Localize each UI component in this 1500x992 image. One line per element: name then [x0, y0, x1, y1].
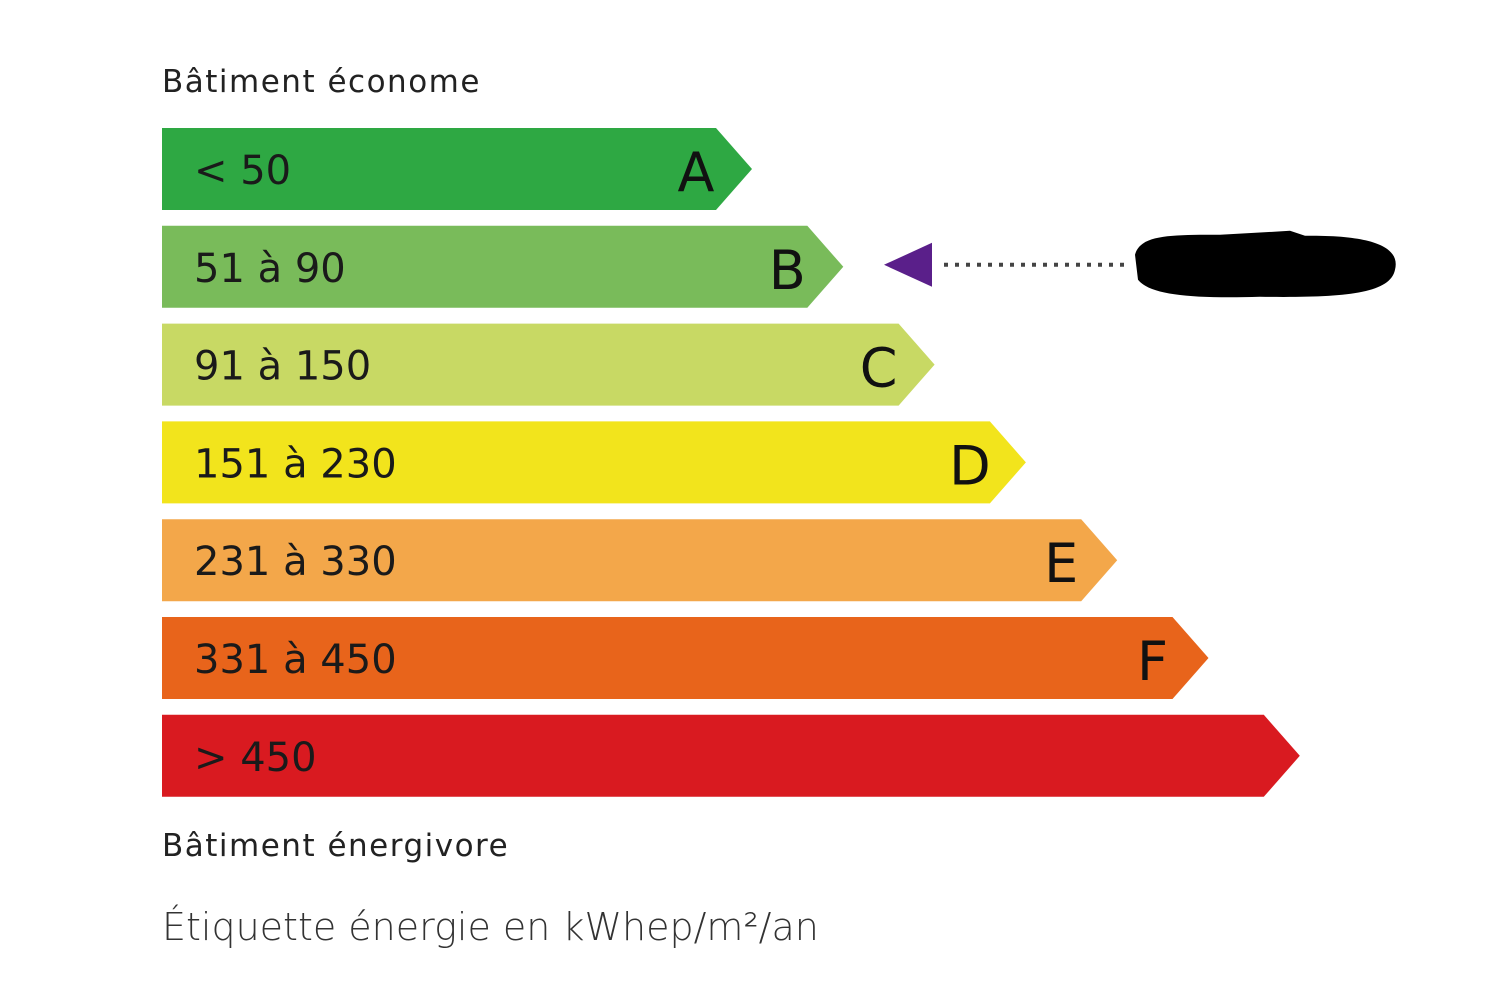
- class-bar: [162, 714, 1300, 797]
- top-label: Bâtiment économe: [162, 64, 481, 100]
- class-letter: E: [1044, 532, 1078, 595]
- redacted-value: [1135, 230, 1396, 298]
- class-bar: [162, 128, 752, 210]
- class-letter: F: [1137, 630, 1168, 693]
- energy-class-d: 151 à 230 D: [162, 421, 1026, 504]
- class-bar: [162, 421, 1026, 504]
- energy-class-a: < 50 A: [162, 128, 752, 210]
- class-bar: [162, 617, 1209, 699]
- indicator-arrow-icon: [884, 242, 932, 287]
- caption: Étiquette énergie en kWhep/m²/an: [162, 905, 819, 949]
- class-letter: B: [769, 239, 806, 302]
- energy-class-e: 231 à 330 E: [162, 519, 1118, 602]
- energy-class-b: 51 à 90 B: [162, 225, 844, 308]
- energy-class-f: 331 à 450 F: [162, 617, 1209, 699]
- class-letter: D: [949, 434, 991, 497]
- class-letter: A: [678, 141, 715, 204]
- class-range: 331 à 450: [194, 637, 397, 683]
- class-range: 51 à 90: [194, 246, 346, 292]
- class-range: > 450: [194, 735, 317, 781]
- class-bar: [162, 519, 1118, 602]
- energy-class-g: > 450: [162, 714, 1300, 797]
- class-range: 231 à 330: [194, 539, 397, 585]
- class-bar: [162, 323, 935, 406]
- class-range: 151 à 230: [194, 441, 397, 487]
- class-range: < 50: [194, 148, 291, 194]
- class-range: 91 à 150: [194, 344, 371, 390]
- bottom-label: Bâtiment énergivore: [162, 828, 510, 864]
- class-bar: [162, 225, 844, 308]
- class-letter: C: [860, 337, 898, 400]
- energy-class-c: 91 à 150 C: [162, 323, 935, 406]
